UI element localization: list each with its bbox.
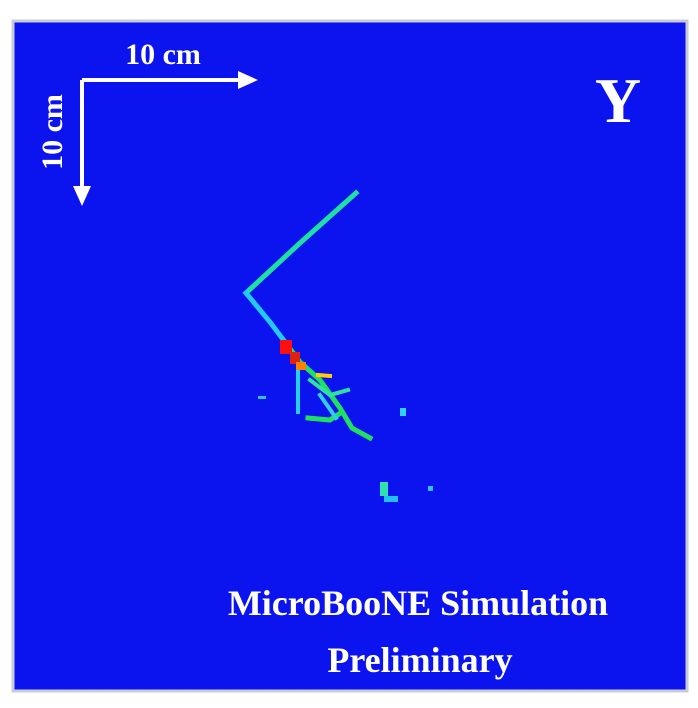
track (242, 189, 360, 297)
track (305, 408, 346, 423)
caption-line: MicroBooNE Simulation (228, 583, 608, 623)
hit-orange (296, 362, 306, 370)
track (242, 289, 289, 346)
hit (384, 496, 398, 502)
track (317, 392, 339, 421)
arrow-head (238, 71, 258, 89)
hit-red (290, 352, 300, 364)
arrow-head (73, 186, 91, 206)
hit (400, 408, 406, 416)
detector-panel (11, 19, 689, 693)
track (315, 372, 333, 379)
track (307, 377, 351, 398)
hit-red (280, 340, 292, 354)
caption-line: Preliminary (327, 640, 512, 680)
horizontal-scale-label: 10 cm (125, 38, 201, 71)
vertical-scale-label: 10 cm (36, 94, 69, 170)
hit (428, 486, 433, 491)
scale-arrows (80, 78, 240, 188)
hit (258, 396, 266, 399)
hit (380, 482, 388, 496)
view-label: Y (595, 65, 641, 136)
